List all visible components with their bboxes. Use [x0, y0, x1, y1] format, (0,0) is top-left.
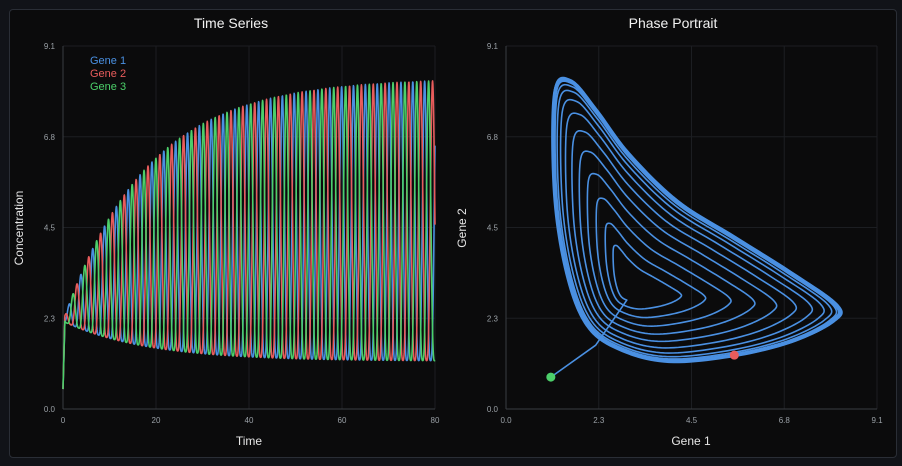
- time-series-y-tick-label: 6.8: [44, 133, 56, 142]
- phase-portrait-ylabel: Gene 2: [455, 208, 469, 248]
- phase-start-point: [546, 372, 556, 382]
- phase-portrait-x-ticks: 0.0 2.3 4.5 6.8 9.1: [500, 416, 883, 425]
- time-series-ylabel: Concentration: [12, 191, 26, 266]
- time-series-panel: Time Series 0 20 40 60 80 0.0 2.3 4.5 6.8 9.1 Ti…: [12, 15, 440, 448]
- time-series-x-tick-label: 40: [245, 416, 254, 425]
- time-series-title: Time Series: [194, 15, 268, 31]
- time-series-x-tick-label: 0: [61, 416, 66, 425]
- phase-portrait-y-tick-label: 4.5: [487, 224, 499, 233]
- phase-portrait-title: Phase Portrait: [629, 15, 718, 31]
- time-series-x-tick-label: 80: [431, 416, 440, 425]
- time-series-x-ticks: 0 20 40 60 80: [61, 416, 440, 425]
- legend-gene-3: Gene 3: [90, 81, 126, 93]
- time-series-y-tick-label: 9.1: [44, 42, 56, 51]
- phase-portrait-y-tick-label: 9.1: [487, 42, 499, 51]
- phase-portrait-x-tick-label: 2.3: [593, 416, 605, 425]
- legend-gene-2: Gene 2: [90, 68, 126, 80]
- phase-portrait-trajectory: [546, 76, 843, 382]
- phase-portrait-x-tick-label: 4.5: [686, 416, 698, 425]
- time-series-legend: Gene 1 Gene 2 Gene 3: [90, 55, 126, 93]
- phase-portrait-x-tick-label: 6.8: [779, 416, 791, 425]
- time-series-y-tick-label: 4.5: [44, 224, 56, 233]
- time-series-x-tick-label: 20: [152, 416, 161, 425]
- legend-gene-1: Gene 1: [90, 55, 126, 67]
- phase-end-point: [729, 350, 739, 360]
- time-series-y-ticks: 0.0 2.3 4.5 6.8 9.1: [44, 42, 56, 414]
- time-series-y-tick-label: 2.3: [44, 314, 56, 323]
- phase-limit-cycle: [551, 77, 842, 364]
- phase-portrait-y-tick-label: 6.8: [487, 133, 499, 142]
- time-series-lines: [62, 80, 436, 390]
- phase-portrait-y-ticks: 0.0 2.3 4.5 6.8 9.1: [487, 42, 499, 414]
- phase-portrait-y-tick-label: 0.0: [487, 405, 499, 414]
- series-line-3: [62, 80, 436, 390]
- phase-portrait-x-tick-label: 0.0: [500, 416, 512, 425]
- phase-portrait-x-tick-label: 9.1: [871, 416, 883, 425]
- time-series-y-tick-label: 0.0: [44, 405, 56, 414]
- time-series-x-tick-label: 60: [338, 416, 347, 425]
- phase-portrait-y-tick-label: 2.3: [487, 314, 499, 323]
- time-series-xlabel: Time: [236, 434, 263, 448]
- phase-portrait-panel: Phase Portrait 0.0 2.3 4.5 6.8 9.1 0.0 2.3 4.5…: [455, 15, 883, 448]
- phase-portrait-xlabel: Gene 1: [671, 434, 711, 448]
- series-line-2: [62, 80, 436, 390]
